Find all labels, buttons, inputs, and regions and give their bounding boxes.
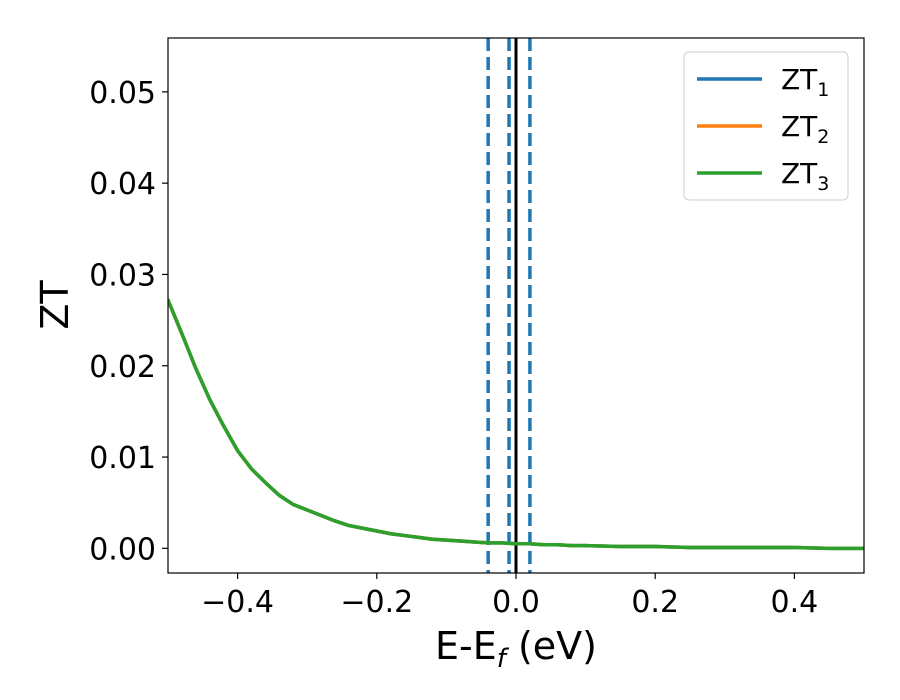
y-axis-label: ZT: [33, 280, 77, 330]
y-tick-label-0: 0.00: [89, 532, 156, 567]
legend-label-2: ZT2: [781, 110, 829, 148]
series-lines: [168, 298, 864, 551]
vertical-lines: [486, 38, 532, 573]
x-tick-label-1: −0.2: [340, 585, 413, 620]
y-tick-label-2: 0.02: [89, 350, 156, 385]
legend-label-3: ZT3: [781, 157, 829, 195]
x-tick-label-3: 0.2: [631, 585, 679, 620]
legend-label-1: ZT1: [781, 63, 829, 101]
x-tick-label-4: 0.4: [771, 585, 819, 620]
y-axis-ticks: 0.00 0.01 0.02 0.03 0.04 0.05: [89, 76, 168, 567]
y-tick-label-4: 0.04: [89, 167, 156, 202]
series-line-3: [168, 298, 864, 551]
x-tick-label-0: −0.4: [201, 585, 274, 620]
legend: ZT1 ZT2 ZT3: [683, 51, 849, 201]
legend-box: [683, 51, 849, 201]
x-axis-label: E-Ef (eV): [435, 624, 597, 674]
y-tick-label-3: 0.03: [89, 258, 156, 293]
y-tick-label-5: 0.05: [89, 76, 156, 111]
y-tick-label-1: 0.01: [89, 441, 156, 476]
x-tick-label-2: 0.0: [492, 585, 540, 620]
x-axis-ticks: −0.4 −0.2 0.0 0.2 0.4: [201, 573, 818, 620]
